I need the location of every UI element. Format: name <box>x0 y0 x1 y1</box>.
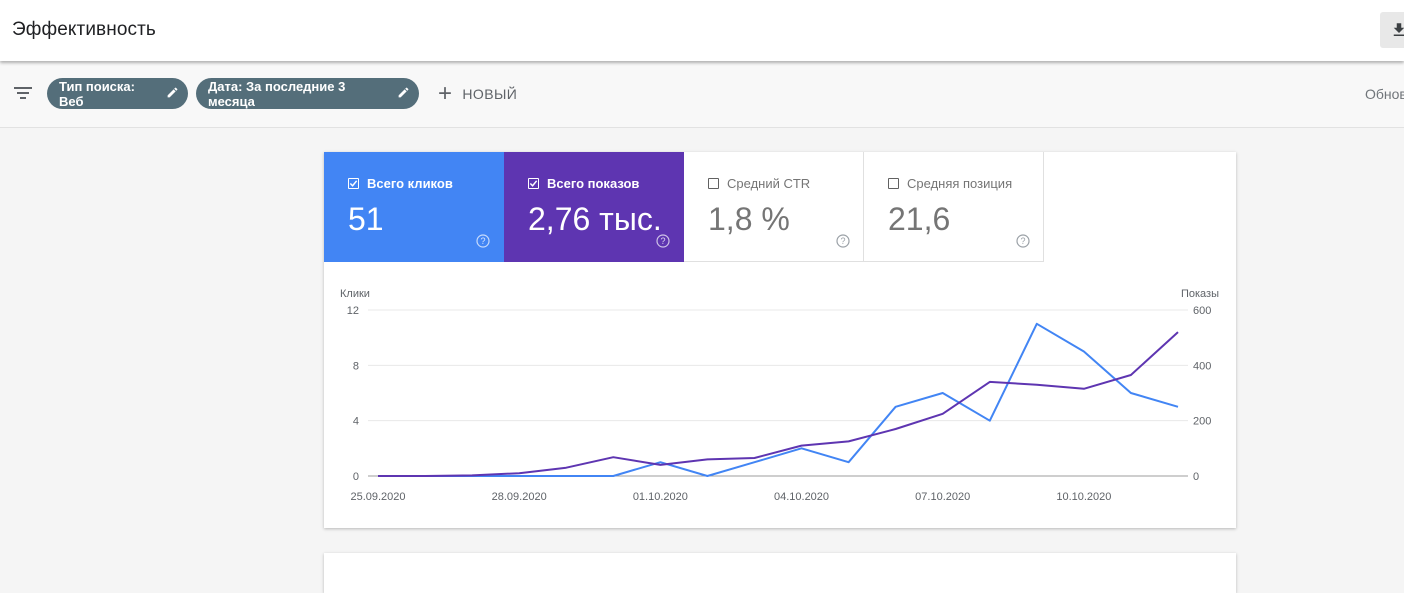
svg-text:?: ? <box>480 236 485 246</box>
metric-label: Всего кликов <box>367 176 453 191</box>
metric-average-ctr[interactable]: Средний CTR 1,8 % ? <box>684 152 864 262</box>
performance-card: Всего кликов 51 ? Всего показов 2,76 тыс… <box>324 152 1236 528</box>
help-icon[interactable]: ? <box>836 234 850 248</box>
x-tick-label: 07.10.2020 <box>915 491 970 503</box>
metric-total-clicks[interactable]: Всего кликов 51 ? <box>324 152 504 262</box>
y-left-axis-title: Клики <box>340 288 370 300</box>
last-updated-text: Обнов <box>1365 86 1404 102</box>
metric-value: 2,76 тыс. <box>528 201 662 237</box>
x-tick-label: 25.09.2020 <box>350 491 405 503</box>
checkbox-checked-icon[interactable] <box>348 178 359 189</box>
top-app-bar: Эффективность <box>0 0 1404 61</box>
filter-chip-search-type[interactable]: Тип поиска: Веб <box>47 78 188 109</box>
new-filter-button[interactable]: + НОВЫЙ <box>438 80 518 107</box>
metric-value: 21,6 <box>888 201 951 237</box>
help-icon[interactable]: ? <box>1016 234 1030 248</box>
y-left-tick-label: 0 <box>353 471 359 483</box>
help-icon[interactable]: ? <box>656 234 670 248</box>
clicks-series-line <box>378 322 1179 477</box>
download-icon <box>1393 23 1404 36</box>
y-right-tick-label: 400 <box>1193 360 1211 372</box>
filter-chip-label: Тип поиска: Веб <box>59 78 135 109</box>
metric-label: Всего показов <box>547 176 640 191</box>
y-left-tick-label: 4 <box>353 416 359 428</box>
y-right-axis-title: Показы <box>1181 288 1219 300</box>
download-button[interactable] <box>1380 12 1404 48</box>
svg-text:?: ? <box>660 236 665 246</box>
metric-average-position[interactable]: Средняя позиция 21,6 ? <box>864 152 1044 262</box>
filter-icon[interactable] <box>13 85 33 101</box>
x-tick-label: 28.09.2020 <box>492 491 547 503</box>
metric-label: Средний CTR <box>727 176 811 191</box>
metric-value: 51 <box>348 201 384 237</box>
checkbox-unchecked-icon[interactable] <box>888 178 899 189</box>
performance-chart: Клики Показы 0 4 8 12 0 200 400 600 25.09.2020 28.0… <box>340 288 1219 503</box>
plus-icon: + <box>438 80 453 107</box>
help-icon[interactable]: ? <box>476 234 490 248</box>
new-filter-label: НОВЫЙ <box>462 86 518 102</box>
edit-pencil-icon[interactable] <box>166 86 179 102</box>
y-right-tick-label: 600 <box>1193 305 1211 317</box>
filter-chip-date[interactable]: Дата: За последние 3 месяца <box>196 78 419 109</box>
edit-pencil-icon[interactable] <box>397 86 410 102</box>
x-tick-label: 10.10.2020 <box>1056 491 1111 503</box>
y-left-tick-label: 8 <box>353 360 359 372</box>
y-right-tick-label: 0 <box>1193 471 1199 483</box>
metric-value: 1,8 % <box>708 201 790 237</box>
metric-label: Средняя позиция <box>907 176 1013 191</box>
queries-card <box>324 553 1236 593</box>
page-title: Эффективность <box>12 19 156 40</box>
filter-bar: Тип поиска: Веб Дата: За последние 3 мес… <box>0 63 1404 128</box>
svg-text:?: ? <box>1020 236 1025 246</box>
checkbox-unchecked-icon[interactable] <box>708 178 719 189</box>
filter-chip-label: Дата: За последние 3 месяца <box>208 78 346 109</box>
impressions-series-line <box>378 331 1179 477</box>
y-left-tick-label: 12 <box>347 305 359 317</box>
y-right-tick-label: 200 <box>1193 416 1211 428</box>
metric-total-impressions[interactable]: Всего показов 2,76 тыс. ? <box>504 152 684 262</box>
checkbox-checked-icon[interactable] <box>528 178 539 189</box>
x-tick-label: 01.10.2020 <box>633 491 688 503</box>
svg-text:?: ? <box>840 236 845 246</box>
x-tick-label: 04.10.2020 <box>774 491 829 503</box>
